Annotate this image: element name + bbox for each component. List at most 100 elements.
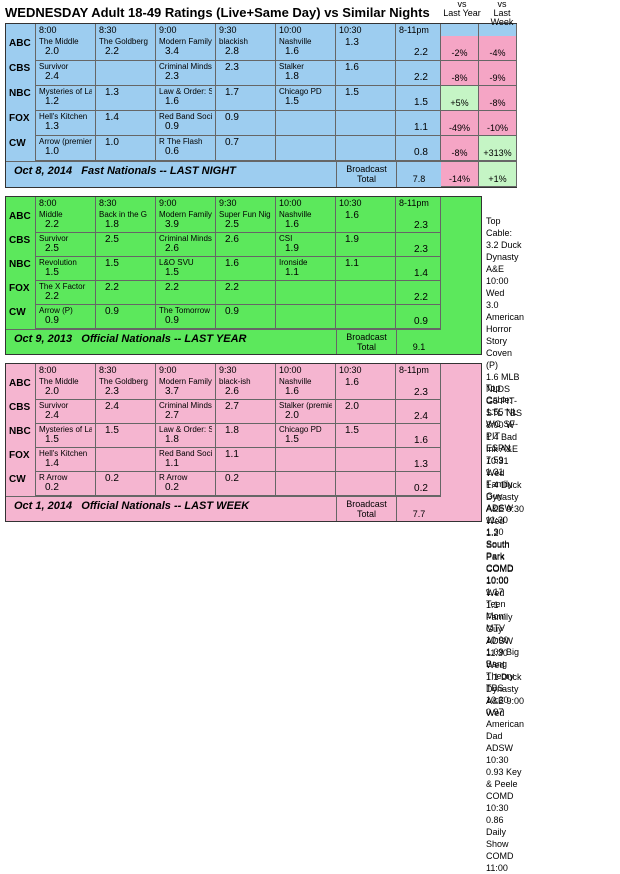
time-hdr: 10:30 [336,364,396,376]
slot-cell: Modern Family3.9 [156,209,216,233]
slot-cell: 0.2 [216,472,276,496]
cable-item: 0.97 American Dad ADSW 10:30 [486,706,524,766]
slot-cell [276,305,336,329]
broadcast-total-label: Broadcast Total [336,161,396,187]
panel-date: Oct 9, 2013 Official Nationals -- LAST Y… [6,329,336,354]
slot-cell: Chicago PD1.5 [276,424,336,448]
slot-cell: CSI1.9 [276,233,336,257]
broadcast-total-val: 9.1 [396,329,441,354]
top-cable-list: Top Cable:1.55 NL WC SF-PIT ESPN 7:591.3… [486,382,524,874]
slot-cell: 1.6 [336,376,396,400]
cable-item: 0.86 Daily Show COMD 11:00 [486,814,524,874]
prime-cell: 2.2 [396,281,441,305]
time-hdr: 10:00 [276,197,336,209]
network-label: NBC [6,424,36,448]
slot-cell: Nashville1.6 [276,376,336,400]
broadcast-total-label: Broadcast Total [336,496,396,521]
time-hdr: 10:00 [276,364,336,376]
network-label: CW [6,136,36,161]
slot-cell [336,111,396,136]
prime-cell: 2.3 [396,233,441,257]
cable-item: 1.55 NL WC SF-PIT ESPN 7:59 [486,406,524,466]
slot-cell: 1.1 [336,257,396,281]
slot-cell: Super Fun Nig2.5 [216,209,276,233]
panel-1: 8:008:309:009:3010:0010:308-11pmABCMiddl… [5,196,482,355]
slot-cell [336,136,396,161]
slot-cell: Criminal Minds2.7 [156,400,216,424]
slot-cell [96,448,156,472]
vs-year-cell: -8% [441,136,479,161]
slot-cell [276,472,336,496]
slot-cell: 0.9 [96,305,156,329]
slot-cell [336,472,396,496]
slot-cell: Red Band Society1.1 [156,448,216,472]
vs-year-cell: +5% [441,86,479,111]
slot-cell [336,448,396,472]
broadcast-total-val: 7.7 [396,496,441,521]
prime-cell: 2.2 [396,36,441,61]
time-hdr: 8-11pm [396,197,441,209]
slot-cell: 1.6 [336,61,396,86]
network-label: CBS [6,400,36,424]
cable-item: 0.93 Key & Peele COMD 10:30 [486,766,524,814]
prime-cell: 2.3 [396,376,441,400]
time-hdr: 10:30 [336,24,396,36]
slot-cell: 2.5 [96,233,156,257]
slot-cell: 2.6 [216,233,276,257]
time-hdr: 9:00 [156,364,216,376]
slot-cell [276,111,336,136]
slot-cell: black-ish2.6 [216,376,276,400]
slot-cell: Modern Family3.4 [156,36,216,61]
vs-year-cell: -2% [441,36,479,61]
broadcast-total-label: Broadcast Total [336,329,396,354]
vs-week-hdr: vsLast Week [483,0,521,27]
slot-cell: Nashville1.6 [276,209,336,233]
slot-cell: 1.6 [216,257,276,281]
slot-cell: Law & Order: SVU1.8 [156,424,216,448]
vs-week-cell: -9% [479,61,517,86]
time-hdr: 9:30 [216,197,276,209]
network-label: ABC [6,209,36,233]
slot-cell: Survivor2.4 [36,400,96,424]
vs-year-cell: -49% [441,111,479,136]
slot-cell: Arrow (P)0.9 [36,305,96,329]
slot-cell: 1.7 [216,86,276,111]
prime-cell: 2.4 [396,400,441,424]
time-hdr: 8:00 [36,197,96,209]
slot-cell: Hell's Kitchen1.4 [36,448,96,472]
panel-date: Oct 8, 2014 Fast Nationals -- LAST NIGHT [6,161,336,187]
cable-item: 3.2 Duck Dynasty A&E 10:00 Wed [486,239,524,299]
slot-cell [276,448,336,472]
slot-cell: Ironside1.1 [276,257,336,281]
slot-cell [276,281,336,305]
slot-cell: The Middle2.0 [36,36,96,61]
slot-cell: The Tomorrow People0.9 [156,305,216,329]
vs-year-hdr: vsLast Year [443,0,481,27]
time-hdr: 8-11pm [396,364,441,376]
slot-cell [336,281,396,305]
cable-item: 1.31 Family Guy ADSW 11:30 [486,466,524,526]
prime-cell: 0.8 [396,136,441,161]
slot-cell [336,305,396,329]
network-label: CW [6,472,36,496]
slot-cell [96,61,156,86]
network-label: ABC [6,36,36,61]
slot-cell: Red Band Society0.9 [156,111,216,136]
slot-cell: Hell's Kitchen1.3 [36,111,96,136]
slot-cell: 1.3 [96,86,156,111]
slot-cell: Survivor2.5 [36,233,96,257]
slot-cell: 1.5 [96,424,156,448]
slot-cell: Back in the G1.8 [96,209,156,233]
network-label: FOX [6,448,36,472]
slot-cell: Stalker1.8 [276,61,336,86]
slot-cell: 1.5 [336,86,396,111]
slot-cell: 1.0 [96,136,156,161]
slot-cell [276,136,336,161]
prime-cell: 1.3 [396,448,441,472]
prime-cell: 0.9 [396,305,441,329]
slot-cell: 2.3 [216,61,276,86]
slot-cell: 1.9 [336,233,396,257]
network-label: CW [6,305,36,329]
time-hdr: 8:30 [96,197,156,209]
vs-year-cell: -8% [441,61,479,86]
